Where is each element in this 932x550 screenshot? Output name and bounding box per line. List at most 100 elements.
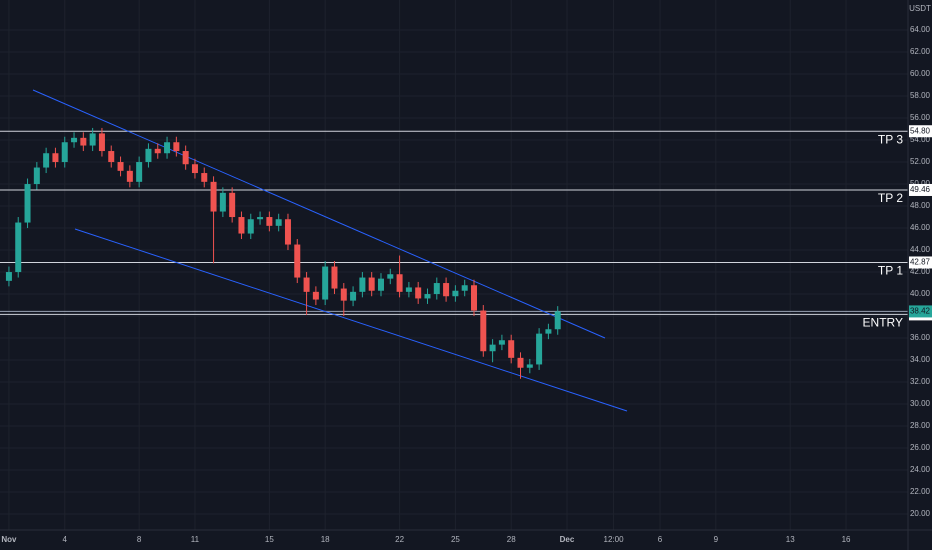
candle-body bbox=[443, 283, 450, 297]
x-tick-label: Dec bbox=[560, 535, 575, 544]
y-tick-label: 50.00 bbox=[910, 179, 931, 188]
levels: TP 3 TP 2 TP 1 ENTRY bbox=[0, 130, 908, 330]
y-tick-label: 64.00 bbox=[910, 25, 931, 34]
candle-body bbox=[470, 285, 477, 311]
last-price-label: 38.42 bbox=[910, 307, 931, 316]
candle-body bbox=[5, 272, 12, 281]
candle-body bbox=[554, 311, 561, 330]
candle-body bbox=[312, 291, 319, 300]
candle-body bbox=[461, 285, 468, 291]
candle-body bbox=[136, 162, 143, 182]
candle-body bbox=[489, 344, 496, 352]
candle-body bbox=[536, 333, 543, 365]
x-tick-label: 4 bbox=[63, 535, 68, 544]
candle-body bbox=[480, 310, 487, 352]
last-price-tag bbox=[909, 305, 932, 318]
y-tick-label: 56.00 bbox=[910, 113, 931, 122]
candle-body bbox=[145, 148, 152, 163]
candle-body bbox=[108, 151, 115, 163]
y-tick-label: 24.00 bbox=[910, 465, 931, 474]
candle-body bbox=[98, 133, 105, 152]
candle-body bbox=[257, 217, 264, 220]
candle-body bbox=[173, 142, 180, 152]
candle-body bbox=[24, 184, 31, 223]
candle-body bbox=[89, 133, 96, 146]
x-tick-label: 12:00 bbox=[604, 535, 625, 544]
price-tag bbox=[909, 125, 932, 138]
candle-body bbox=[210, 181, 217, 212]
candle-body bbox=[294, 244, 301, 278]
candle-body bbox=[164, 142, 171, 154]
candle-body bbox=[229, 192, 236, 218]
candle-body bbox=[405, 287, 412, 292]
axes: 20.00 22.00 24.00 26.00 28.00 30.00 32.00 34.00… bbox=[1, 25, 932, 544]
candle-body bbox=[498, 340, 505, 345]
candle-body bbox=[433, 283, 440, 295]
level-name: TP 3 bbox=[878, 132, 903, 146]
candle-body bbox=[452, 290, 459, 297]
level-name: TP 1 bbox=[878, 264, 903, 278]
y-tick-label: 60.00 bbox=[910, 69, 931, 78]
x-tick-label: 16 bbox=[842, 535, 851, 544]
candle-body bbox=[368, 277, 375, 291]
price-tag-label: 54.80 bbox=[910, 126, 931, 135]
x-tick-label: Nov bbox=[1, 535, 17, 544]
x-tick-label: 28 bbox=[507, 535, 516, 544]
candle-body bbox=[340, 288, 347, 301]
candle-body bbox=[71, 137, 78, 143]
candle-body bbox=[508, 340, 515, 358]
y-tick-label: 36.00 bbox=[910, 333, 931, 342]
candle-body bbox=[350, 291, 357, 301]
candle-body bbox=[52, 153, 59, 163]
candle-body bbox=[275, 219, 282, 226]
candle-body bbox=[191, 164, 198, 174]
candle-body bbox=[359, 277, 366, 292]
candle-body bbox=[415, 287, 422, 299]
price-tag bbox=[909, 183, 932, 196]
candle-body bbox=[526, 364, 533, 368]
candle-body bbox=[266, 217, 273, 226]
y-tick-label: 32.00 bbox=[910, 377, 931, 386]
candle-body bbox=[154, 148, 161, 154]
level-name: TP 2 bbox=[878, 191, 903, 205]
candle-body bbox=[201, 173, 208, 182]
x-tick-label: 22 bbox=[395, 535, 404, 544]
candle-body bbox=[182, 151, 189, 165]
candle-body bbox=[126, 170, 133, 182]
x-tick-label: 18 bbox=[321, 535, 330, 544]
y-tick-label: 40.00 bbox=[910, 289, 931, 298]
candle-body bbox=[284, 219, 291, 245]
candle-body bbox=[396, 274, 403, 292]
candle-body bbox=[322, 266, 329, 300]
price-tag-label: 49.46 bbox=[910, 185, 931, 194]
candle-body bbox=[33, 167, 40, 185]
y-tick-label: 22.00 bbox=[910, 487, 931, 496]
y-tick-label: 48.00 bbox=[910, 201, 931, 210]
x-tick-label: 25 bbox=[451, 535, 460, 544]
x-tick-label: 8 bbox=[137, 535, 142, 544]
candle-body bbox=[238, 217, 245, 234]
candle-body bbox=[387, 274, 394, 279]
candle-body bbox=[117, 162, 124, 171]
y-tick-label: 46.00 bbox=[910, 223, 931, 232]
y-tick-label: 42.00 bbox=[910, 267, 931, 276]
candle-body bbox=[303, 277, 310, 292]
y-tick-label: 34.00 bbox=[910, 355, 931, 364]
grid bbox=[0, 0, 908, 530]
x-tick-label: 6 bbox=[658, 535, 663, 544]
candle-body bbox=[377, 278, 384, 291]
x-tick-label: 13 bbox=[786, 535, 795, 544]
candle-body bbox=[424, 294, 431, 299]
candle-body bbox=[247, 219, 254, 234]
y-tick-label: 54.00 bbox=[910, 135, 931, 144]
candle-body bbox=[80, 137, 87, 146]
price-tag-label: 42.87 bbox=[910, 258, 931, 267]
candle-body bbox=[15, 222, 22, 273]
candles bbox=[5, 127, 561, 379]
candle-body bbox=[517, 357, 524, 368]
y-tick-label: 58.00 bbox=[910, 91, 931, 100]
trend-line-upper bbox=[32, 89, 606, 339]
y-tick-label: 44.00 bbox=[910, 245, 931, 254]
y-tick-label: 20.00 bbox=[910, 509, 931, 518]
